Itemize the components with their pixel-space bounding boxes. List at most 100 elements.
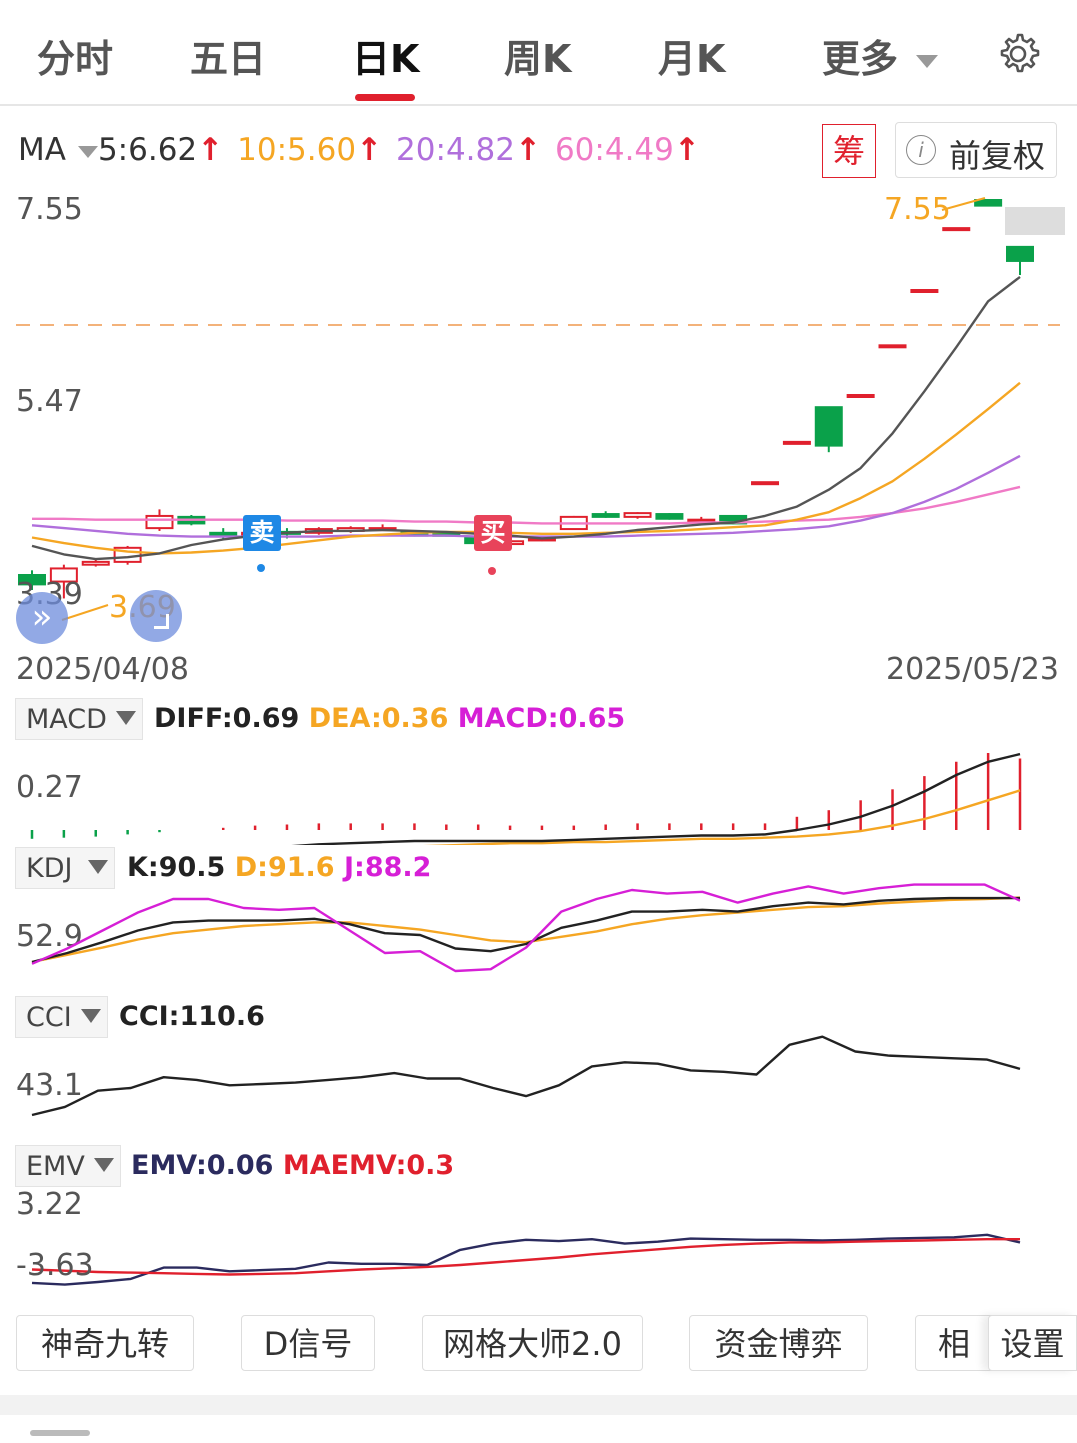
candle-body — [910, 289, 939, 293]
maemv-value: MAEMV:0.3 — [282, 1150, 455, 1181]
chevron-down-icon — [94, 1158, 114, 1172]
diff-line — [291, 752, 1021, 845]
ma-label: MA — [18, 132, 66, 168]
high-price-marker: 7.55 — [884, 192, 951, 227]
macd-dea: DEA:0.36 — [308, 703, 449, 734]
cci-axis: 43.1 — [16, 1068, 83, 1103]
kdj-chart — [31, 883, 1021, 973]
candle-body — [655, 513, 684, 520]
buy-signal-tag[interactable]: 买 — [474, 515, 512, 551]
kdj-selector[interactable]: KDJ — [15, 847, 115, 889]
kdj-axis: 52.9 — [16, 919, 83, 954]
macd-selector[interactable]: MACD — [15, 698, 143, 740]
next-section-hint — [30, 1430, 90, 1436]
macd-value: MACD:0.65 — [457, 703, 626, 734]
tool-settings-button[interactable]: 设置 — [988, 1315, 1077, 1371]
scroll-left-icon[interactable]: » — [16, 592, 68, 644]
candle-body — [942, 227, 971, 232]
ma-value-0: 5:6.62↑ — [97, 132, 224, 168]
candle-body — [751, 481, 780, 486]
kdj-values: K:90.5 D:91.6 J:88.2 — [127, 852, 431, 883]
info-icon: i — [906, 135, 936, 165]
dea-line — [423, 789, 1021, 845]
kdj-k-line — [31, 896, 1020, 964]
candle-body — [1006, 245, 1034, 262]
macd-diff: DIFF:0.69 — [154, 703, 300, 734]
candle-body — [18, 574, 46, 586]
macd-name: MACD — [26, 704, 107, 735]
ma-legend: MA 5:6.62↑ 10:5.60↑ 20:4.82↑ 60:4.49↑ — [18, 132, 714, 168]
candle-body — [49, 567, 78, 583]
chevron-down-icon — [77, 145, 98, 158]
tool-d-signal-button[interactable]: D信号 — [241, 1315, 375, 1371]
low-marker-connector — [61, 604, 109, 621]
active-tab-indicator — [355, 94, 415, 101]
adjust-mode-label: 前复权 — [949, 137, 1046, 175]
emv-axis-top: 3.22 — [16, 1187, 83, 1222]
kdj-j: J:88.2 — [343, 852, 432, 883]
ma-values: 5:6.62↑ 10:5.60↑ 20:4.82↑ 60:4.49↑ — [98, 132, 714, 168]
high-marker-connector — [941, 197, 986, 211]
chip-distribution-button[interactable]: 筹 — [822, 124, 876, 178]
emv-chart — [31, 1233, 1021, 1286]
fullscreen-icon[interactable] — [130, 590, 182, 642]
emv-selector[interactable]: EMV — [15, 1145, 121, 1187]
candle-body — [878, 344, 907, 349]
chevron-down-icon — [81, 1009, 101, 1023]
cci-chart — [31, 1035, 1021, 1117]
tab-monthly-k[interactable]: 月K — [658, 37, 726, 81]
buy-signal-dot — [488, 567, 496, 575]
kdj-d-line — [31, 896, 1021, 964]
tab-weekly-k[interactable]: 周K — [504, 37, 572, 81]
date-start: 2025/04/08 — [16, 652, 189, 687]
candle-body — [145, 514, 174, 530]
adjust-mode-button[interactable]: i 前复权 — [895, 122, 1057, 178]
cci-selector[interactable]: CCI — [15, 996, 108, 1038]
candle-body — [782, 440, 811, 445]
macd-chart — [30, 752, 1022, 845]
tool-partial-button[interactable]: 相 — [915, 1315, 995, 1371]
candlestick-chart[interactable] — [0, 180, 1077, 650]
ma60-line — [32, 485, 1021, 525]
tool-grid-master-button[interactable]: 网格大师2.0 — [422, 1315, 643, 1371]
price-hover-box — [1005, 207, 1065, 235]
macd-values: DIFF:0.69 DEA:0.36 MACD:0.65 — [154, 703, 625, 734]
chevron-down-icon — [116, 711, 136, 725]
tab-five-day[interactable]: 五日 — [190, 37, 267, 81]
ma-value-3: 60:4.49↑ — [554, 132, 700, 168]
macd-axis: 0.27 — [16, 770, 83, 805]
price-axis-top: 7.55 — [16, 192, 83, 227]
ma5-line — [31, 275, 1021, 561]
cci-value: CCI:110.6 — [119, 1001, 265, 1032]
kdj-j-line — [31, 883, 1021, 973]
up-arrow-icon: ↑ — [356, 132, 383, 168]
up-arrow-icon: ↑ — [514, 132, 541, 168]
chevron-down-icon — [88, 860, 108, 874]
gear-icon[interactable] — [996, 32, 1040, 76]
cci-name: CCI — [26, 1002, 72, 1033]
maemv-line — [31, 1238, 1020, 1276]
tool-capital-game-button[interactable]: 资金博弈 — [689, 1315, 868, 1371]
section-divider — [0, 1395, 1077, 1415]
kdj-name: KDJ — [26, 853, 73, 884]
ma-value-2: 20:4.82↑ — [396, 132, 541, 168]
cci-line — [31, 1035, 1021, 1117]
candle-body — [591, 513, 620, 518]
candle-body — [209, 531, 238, 536]
tab-more[interactable]: 更多 — [822, 28, 939, 83]
date-end: 2025/05/23 — [886, 652, 1059, 687]
emv-value: EMV:0.06 — [131, 1150, 274, 1181]
ma-selector[interactable]: MA — [18, 132, 98, 168]
emv-values: EMV:0.06 MAEMV:0.3 — [131, 1150, 454, 1181]
candle-body — [846, 394, 875, 398]
chevron-down-icon — [916, 55, 939, 68]
tab-intraday[interactable]: 分时 — [37, 37, 114, 81]
kdj-d: D:91.6 — [234, 852, 335, 883]
tool-magic-nine-button[interactable]: 神奇九转 — [16, 1315, 194, 1371]
kdj-k: K:90.5 — [127, 852, 226, 883]
price-axis-mid: 5.47 — [16, 384, 83, 419]
ma20-line — [31, 454, 1021, 538]
sell-signal-tag[interactable]: 卖 — [243, 515, 281, 551]
tab-daily-k[interactable]: 日K — [352, 37, 420, 81]
candle-body — [814, 406, 843, 447]
